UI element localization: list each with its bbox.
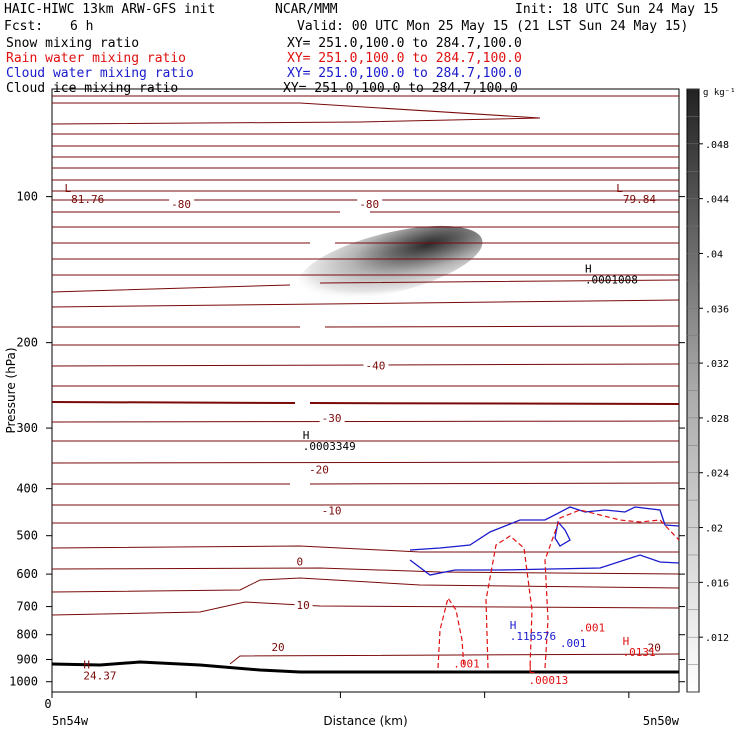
source-label: NCAR/MMM <box>275 2 338 17</box>
fcst-label: Fcst: <box>4 19 43 34</box>
field-snow-name: Snow mixing ratio <box>6 36 139 51</box>
field-rain-name: Rain water mixing ratio <box>6 51 186 66</box>
colorbar-tick-label: .024 <box>705 469 729 480</box>
x-endpoint-left: 5n54w <box>52 714 89 728</box>
temperature-contour-label: 20 <box>271 641 284 654</box>
colorbar-tick-label: .036 <box>705 304 729 315</box>
extremum-value: .0003349 <box>303 440 356 453</box>
temp-label-bg <box>294 600 313 612</box>
field-rain-xy: XY= 251.0,100.0 to 284.7,100.0 <box>287 51 522 66</box>
temperature-contour-label: -40 <box>366 359 386 372</box>
colorbar-tick-label: .048 <box>705 140 729 151</box>
rain-contour-label: .001 <box>453 658 480 671</box>
snow-shading <box>297 225 483 301</box>
temp-label-bg <box>363 360 389 372</box>
temp-label-bg <box>357 198 383 210</box>
field-cloud-water-xy: XY= 251.0,100.0 to 284.7,100.0 <box>287 66 522 81</box>
extremum-value: -81.76 <box>65 193 105 206</box>
extremum-mark: L <box>529 663 536 676</box>
extremum-value: .0131 <box>623 646 656 659</box>
y-tick-label: 200 <box>16 336 38 350</box>
temp-label-bg <box>319 505 345 517</box>
extremum-value: .00013 <box>529 674 569 687</box>
colorbar-tick-label: .032 <box>705 359 729 370</box>
extremum-value: .116576 <box>510 630 556 643</box>
fcst-value: 6 h <box>70 19 93 34</box>
temperature-contour-label: 20 <box>648 641 661 654</box>
rain-contours <box>437 509 680 669</box>
temperature-contour-label: 10 <box>297 599 310 612</box>
temp-label-bg <box>319 412 345 424</box>
extremum-mark: H <box>303 429 310 442</box>
extremum-mark: L <box>616 182 623 195</box>
terrain-line <box>51 660 679 674</box>
colorbar: .012 .016 .02 .024 .028 .032 .036 .04 .044 .048 g … <box>686 88 736 693</box>
y-tick-label: 400 <box>16 482 38 496</box>
extremum-mark: H <box>510 619 517 632</box>
temperature-contour-label: -20 <box>309 463 329 476</box>
extremum-value: 24.37 <box>83 670 116 683</box>
temp-label-bg <box>294 556 306 568</box>
x-axis-label: Distance (km) <box>323 714 407 728</box>
temp-label-bg <box>169 198 195 210</box>
temperature-contour-label: 0 <box>297 555 304 568</box>
colorbar-unit: g kg⁻¹ <box>703 88 736 98</box>
temp-label-bg <box>307 464 333 476</box>
x-endpoint-right: 5n50w <box>643 714 680 728</box>
colorbar-tick-label: .012 <box>705 633 729 644</box>
cloud-water-contour-label: .001 <box>560 637 587 650</box>
y-tick-label: 600 <box>16 567 38 581</box>
extremum-mark: L <box>65 182 72 195</box>
field-cloud-water-name: Cloud water mixing ratio <box>6 66 194 81</box>
extremum-mark: H <box>623 635 630 648</box>
valid-time: Valid: 00 UTC Mon 25 May 15 (21 LST Sun … <box>297 19 688 34</box>
y-axis-label: Pressure (hPa) <box>4 347 18 433</box>
cloud-water-contours <box>409 506 680 576</box>
temperature-contour-label: -80 <box>359 198 379 211</box>
extremum-value: -79.84 <box>616 193 656 206</box>
y-tick-label: 500 <box>16 529 38 543</box>
y-tick-label: 700 <box>16 600 38 614</box>
y-tick-label: 800 <box>16 628 38 642</box>
colorbar-tick-label: .028 <box>705 414 729 425</box>
temp-label-bg <box>269 641 288 653</box>
colorbar-tick-label: .044 <box>705 195 729 206</box>
temp-label-bg <box>645 642 664 654</box>
y-tick-label: 300 <box>16 421 38 435</box>
extremum-value: .0001008 <box>585 273 638 286</box>
temperature-contour-label: -80 <box>171 198 191 211</box>
temperature-contours <box>51 95 680 665</box>
y-tick-label: 100 <box>16 190 38 204</box>
colorbar-tick-label: .04 <box>705 249 723 260</box>
temperature-contour-label: -10 <box>322 504 342 517</box>
temperature-contour-label: -30 <box>322 412 342 425</box>
field-snow-xy: XY= 251.0,100.0 to 284.7,100.0 <box>287 36 522 51</box>
extremum-mark: H <box>83 659 90 672</box>
x-tick-label: 0 <box>44 697 51 711</box>
rain-contour-label: .001 <box>579 622 606 635</box>
plot-frame <box>51 88 680 693</box>
colorbar-tick-label: .016 <box>705 578 729 589</box>
y-axis: 1002003004005006007008009001000Pressure … <box>4 190 685 689</box>
init-time: Init: 18 UTC Sun 24 May 15 <box>515 2 719 17</box>
header: HAIC-HIWC 13km ARW-GFS init NCAR/MMM Ini… <box>4 2 719 96</box>
colorbar-tick-label: .02 <box>705 524 723 535</box>
extremum-mark: H <box>585 262 592 275</box>
y-tick-label: 1000 <box>9 675 38 689</box>
plot-title: HAIC-HIWC 13km ARW-GFS init <box>4 2 215 17</box>
y-tick-label: 900 <box>16 653 38 667</box>
